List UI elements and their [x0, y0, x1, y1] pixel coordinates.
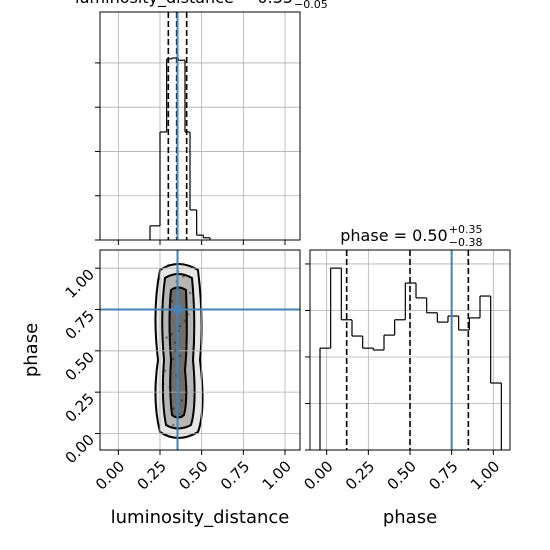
sample-point — [168, 385, 172, 389]
sample-point — [170, 332, 173, 336]
panel: 0.00 0.25 0.50 0.75 1.00 phase = 0.50 +0.35−0.… — [300, 223, 511, 528]
x-tick-label: 0.00 — [92, 457, 128, 493]
sample-point — [183, 362, 187, 366]
sample-point — [173, 341, 177, 344]
sample-point — [167, 263, 170, 267]
title-lower: −0.38 — [449, 236, 483, 249]
x-tick-label: 0.25 — [342, 457, 378, 493]
x-tick-label: 0.50 — [175, 457, 211, 493]
sample-point — [180, 415, 183, 419]
panel: 0.00 0.25 0.50 0.75 1.000.000.250.500.751.00… — [21, 249, 301, 528]
sample-point — [163, 369, 167, 372]
y-tick-label: 0.50 — [62, 348, 98, 384]
sample-point — [182, 275, 185, 278]
panel-title: phase = 0.50 — [340, 226, 447, 245]
sample-point — [185, 390, 188, 394]
sample-point — [188, 291, 192, 295]
x-tick-label: 0.50 — [384, 457, 420, 493]
sample-point — [170, 299, 173, 303]
x-tick-label: 0.75 — [217, 457, 253, 493]
x-tick-label: 0.75 — [425, 457, 461, 493]
panel-frame — [99, 249, 301, 451]
panel-frame — [309, 249, 511, 451]
x-tick-label: 0.25 — [134, 457, 170, 493]
x-axis-label: phase — [383, 507, 437, 528]
x-tick-label: 1.00 — [259, 457, 295, 493]
title-main: phase = 0.50 — [340, 226, 447, 245]
title-upper: +0.35 — [449, 223, 483, 236]
sample-point — [173, 349, 177, 353]
y-axis-label: phase — [21, 323, 42, 377]
sample-point — [172, 357, 175, 361]
x-axis-label: luminosity_distance — [111, 507, 290, 528]
sample-point — [187, 313, 190, 316]
sample-point — [178, 354, 182, 358]
x-tick-label: 1.00 — [467, 457, 503, 493]
sample-point — [172, 423, 175, 427]
panel-frame — [99, 11, 301, 241]
sample-point — [162, 382, 165, 386]
panel-title: luminosity_distance = 0.35 — [75, 0, 293, 8]
sample-point — [180, 399, 183, 402]
title-lower: −0.05 — [294, 0, 328, 11]
y-tick-label: 1.00 — [62, 265, 98, 301]
y-tick-label: 0.00 — [62, 431, 98, 467]
y-tick-label: 0.75 — [62, 307, 98, 343]
x-tick-label: 0.00 — [300, 457, 336, 493]
truth-point — [173, 305, 182, 314]
sample-point — [168, 303, 172, 306]
panel: luminosity_distance = 0.35+0.06−0.05 — [75, 0, 328, 245]
sample-point — [178, 324, 182, 328]
sample-point — [183, 319, 187, 323]
sample-point — [165, 336, 168, 339]
sample-point — [172, 407, 175, 410]
y-tick-label: 0.25 — [62, 389, 98, 425]
title-main: luminosity_distance = 0.35 — [75, 0, 293, 8]
